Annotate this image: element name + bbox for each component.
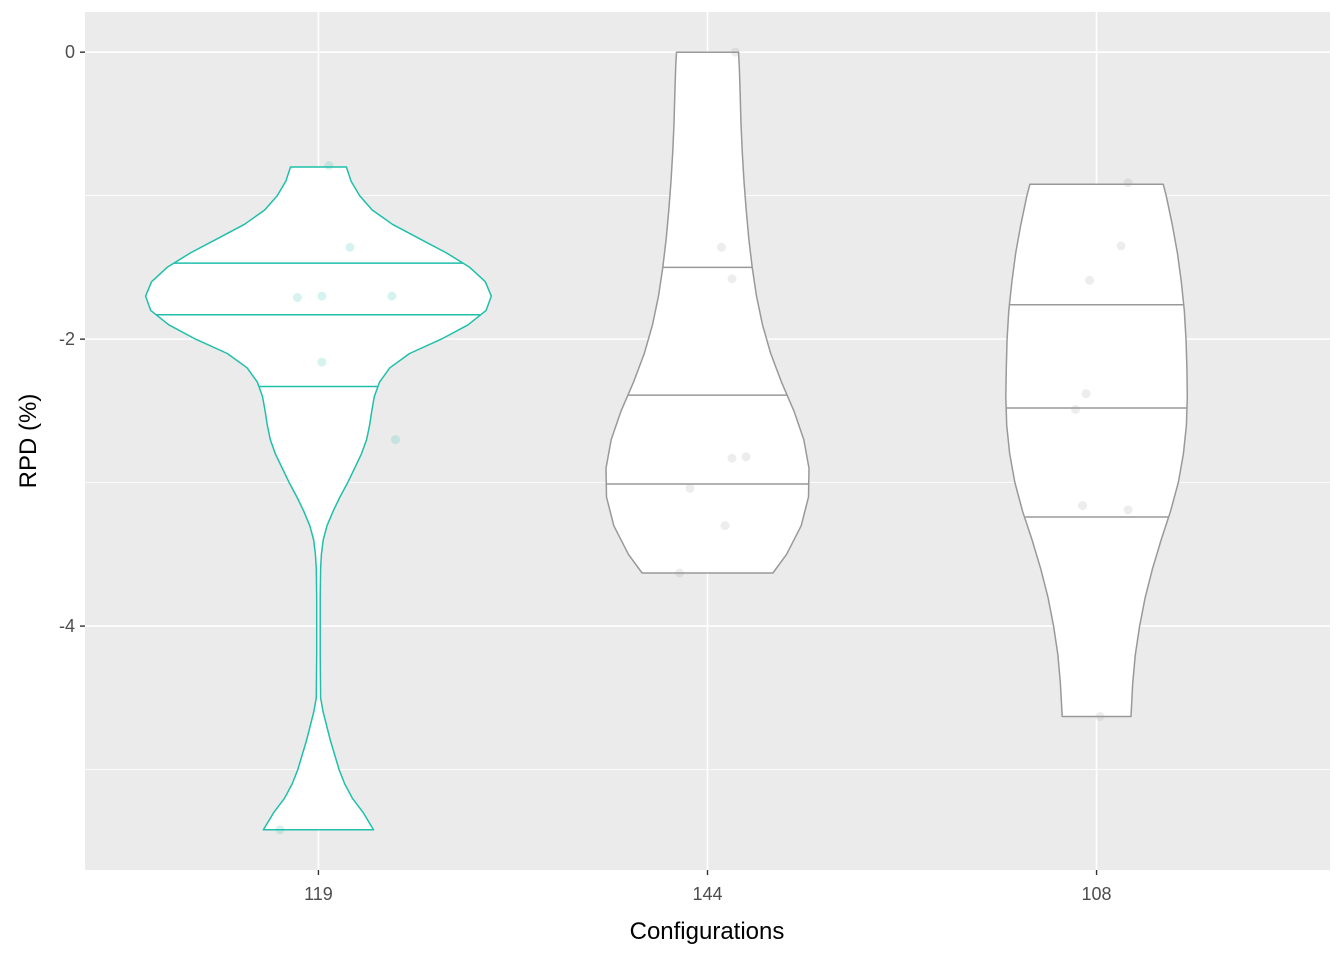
data-point <box>317 357 327 367</box>
data-point <box>675 568 684 578</box>
data-point <box>1085 275 1095 285</box>
data-point <box>741 452 751 462</box>
y-tick-label: -2 <box>59 329 75 349</box>
data-point <box>1081 389 1091 399</box>
data-point <box>720 521 730 531</box>
data-point <box>1123 505 1133 515</box>
x-tick-label: 108 <box>1082 884 1112 904</box>
data-point <box>317 291 327 301</box>
data-point <box>1116 241 1126 251</box>
data-point <box>292 293 302 303</box>
violin-119 <box>144 166 493 831</box>
data-point <box>717 242 726 252</box>
y-tick-label: 0 <box>65 42 75 62</box>
data-point <box>731 47 740 57</box>
x-tick-label: 119 <box>304 884 333 904</box>
y-tick-label: -4 <box>59 616 75 636</box>
violin-108 <box>1005 183 1189 718</box>
data-point <box>1095 711 1105 721</box>
x-axis: 119 144 108 <box>304 870 1112 904</box>
data-point <box>1071 404 1081 414</box>
y-axis: 0 -2 -4 <box>59 42 85 636</box>
data-point <box>387 291 397 301</box>
data-point <box>685 483 695 493</box>
data-point <box>324 161 334 171</box>
violins <box>144 51 1189 831</box>
data-point <box>727 453 737 463</box>
jitter-points <box>275 47 1133 835</box>
x-axis-title: Configurations <box>630 918 785 945</box>
data-point <box>1123 178 1133 188</box>
data-point <box>275 825 285 835</box>
violin-144 <box>605 51 810 574</box>
x-tick-label: 144 <box>692 884 722 904</box>
y-axis-title: RPD (%) <box>15 394 42 489</box>
data-point <box>345 242 355 252</box>
data-point <box>727 274 737 284</box>
data-point <box>390 435 400 445</box>
data-point <box>1078 501 1088 511</box>
